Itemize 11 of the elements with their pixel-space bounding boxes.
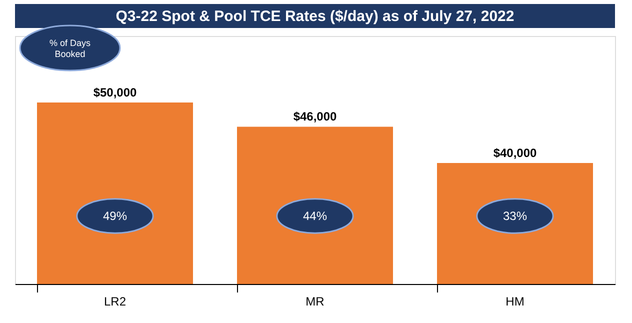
data-label: $40,000 [493,146,538,160]
x-tick-label: LR2 [104,294,126,308]
data-label: $46,000 [293,110,338,124]
annotation: 49% [102,209,128,223]
x-tick-label: HM [506,294,524,308]
data-label: $50,000 [93,86,138,100]
chart-title: Q3-22 Spot & Pool TCE Rates ($/day) as of July 27, 2022 [116,8,514,25]
annotation: 33% [502,209,528,223]
annotation: 44% [302,209,328,223]
x-tick-label: MR [306,294,325,308]
annotation: % of Days Booked [49,38,92,59]
